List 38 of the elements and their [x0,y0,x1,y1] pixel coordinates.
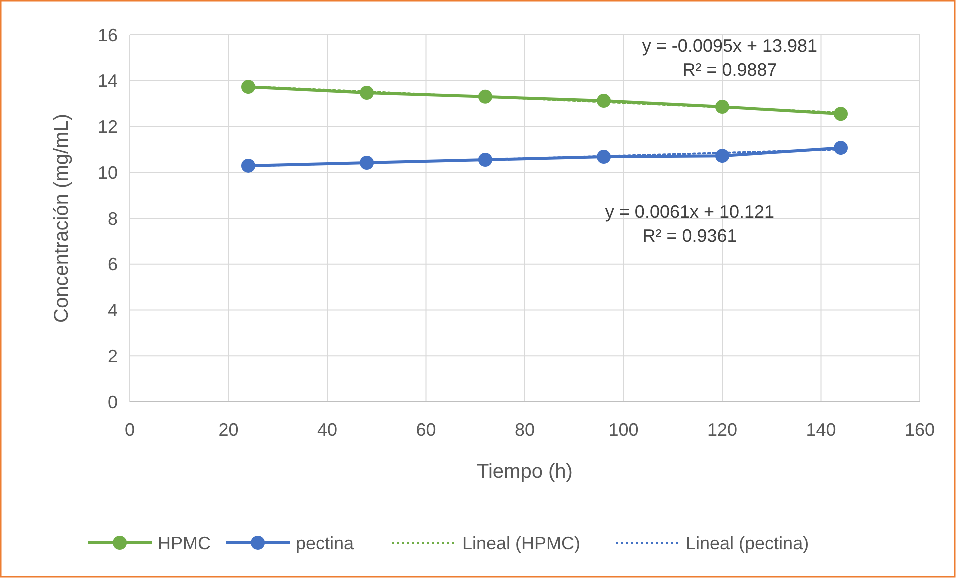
point [478,153,492,168]
annotation: y = -0.0095x + 13.981 R² = 0.9887 [642,36,818,80]
point [834,107,848,122]
x-axis-title: Tiempo (h) [477,461,573,483]
point [597,150,611,164]
legend-label: Lineal (HPMC) [462,533,581,554]
x-tick-label: 80 [514,420,536,440]
point [716,100,730,114]
y-tick-label: 6 [108,254,118,275]
legend-label: HPMC [158,533,211,554]
point [834,141,848,156]
y-tick-label: 16 [98,25,118,46]
y-tick-label: 10 [98,162,118,183]
point [242,80,256,94]
y-tick-label: 14 [98,71,118,92]
x-tick-label: 40 [317,420,338,440]
x-tick-label: 20 [218,420,239,440]
x-tick-label: 0 [124,420,136,440]
x-tick-label: 120 [707,420,738,440]
y-tick-label: 12 [98,117,118,138]
point [597,94,611,108]
x-tick-label: 60 [416,420,436,440]
y-axis-title: Concentración (mg/mL) [51,114,73,323]
x-tick-label: 140 [806,420,836,440]
point [242,158,256,173]
point [478,90,492,104]
point [360,86,374,100]
y-tick-label: 8 [108,208,118,229]
x-tick-label: 160 [904,420,936,440]
point [716,149,730,164]
annotation: y = 0.0061x + 10.121 R² = 0.9361 [605,202,775,246]
y-tick-label: 4 [108,300,118,321]
legend-label: Lineal (pectina) [686,533,810,554]
y-tick-label: 2 [108,346,118,366]
legend-label: pectina [296,533,356,554]
y-tick-label: 0 [108,392,118,412]
point [360,156,374,170]
x-tick-label: 100 [608,420,639,440]
